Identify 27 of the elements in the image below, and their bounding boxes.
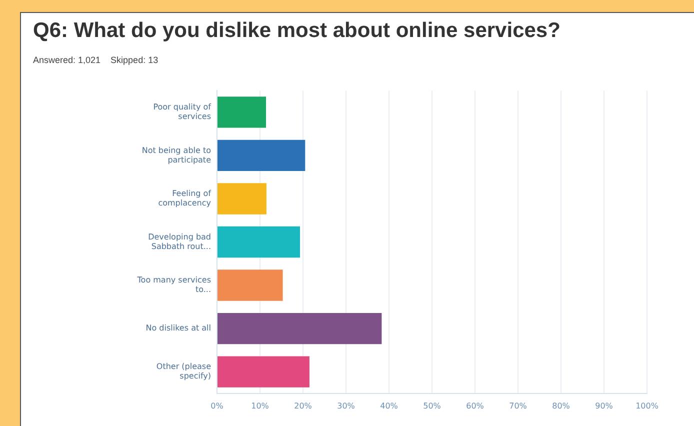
x-tick-label: 100% (636, 401, 659, 410)
bar (218, 312, 382, 344)
x-tick-label: 90% (595, 401, 614, 410)
y-tick-label: Poor quality of services (153, 102, 212, 122)
x-tick-label: 20% (294, 401, 312, 410)
y-tick-label: Developing bad Sabbath rout... (148, 232, 211, 251)
x-tick-label: 80% (552, 401, 570, 410)
bar (218, 226, 300, 258)
x-tick-label: 70% (509, 401, 528, 410)
bar (218, 356, 310, 388)
x-tick-label: 40% (380, 401, 398, 410)
y-tick-label: Feeling of complacency (158, 189, 212, 208)
chart-title: Q6: What do you dislike most about online services? (33, 19, 560, 43)
y-tick-label: Not being able to participate (142, 146, 212, 164)
x-tick-label: 10% (251, 401, 270, 410)
x-tick-label: 0% (210, 401, 224, 410)
y-tick-label: Other (please specify) (156, 362, 212, 381)
bar (218, 140, 306, 172)
bar (218, 270, 283, 301)
y-tick-label: Too many services to... (136, 276, 211, 294)
bar (218, 183, 266, 214)
bar (218, 96, 266, 128)
text: Answered: 1,021 Skipped: 13 (33, 55, 158, 65)
y-tick-label: No dislikes at all (146, 324, 211, 333)
x-tick-label: 50% (423, 401, 442, 410)
x-tick-label: 30% (337, 401, 356, 410)
x-tick-label: 60% (466, 401, 484, 410)
